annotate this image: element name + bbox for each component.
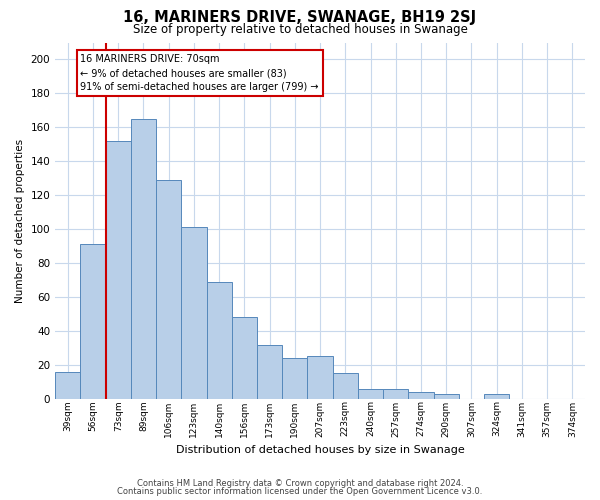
Bar [80, 244, 106, 399]
Bar [55, 372, 80, 399]
Text: Size of property relative to detached houses in Swanage: Size of property relative to detached ho… [133, 22, 467, 36]
Bar [131, 119, 156, 399]
Bar [156, 180, 181, 399]
X-axis label: Distribution of detached houses by size in Swanage: Distribution of detached houses by size … [176, 445, 464, 455]
Bar [484, 394, 509, 399]
Bar [383, 388, 409, 399]
Bar [181, 228, 206, 399]
Bar [434, 394, 459, 399]
Text: 16, MARINERS DRIVE, SWANAGE, BH19 2SJ: 16, MARINERS DRIVE, SWANAGE, BH19 2SJ [124, 10, 476, 25]
Y-axis label: Number of detached properties: Number of detached properties [15, 138, 25, 303]
Bar [206, 282, 232, 399]
Bar [106, 141, 131, 399]
Bar [232, 318, 257, 399]
Bar [282, 358, 307, 399]
Text: Contains public sector information licensed under the Open Government Licence v3: Contains public sector information licen… [118, 487, 482, 496]
Text: Contains HM Land Registry data © Crown copyright and database right 2024.: Contains HM Land Registry data © Crown c… [137, 478, 463, 488]
Text: 16 MARINERS DRIVE: 70sqm
← 9% of detached houses are smaller (83)
91% of semi-de: 16 MARINERS DRIVE: 70sqm ← 9% of detache… [80, 54, 319, 92]
Bar [358, 388, 383, 399]
Bar [332, 374, 358, 399]
Bar [409, 392, 434, 399]
Bar [257, 344, 282, 399]
Bar [307, 356, 332, 399]
